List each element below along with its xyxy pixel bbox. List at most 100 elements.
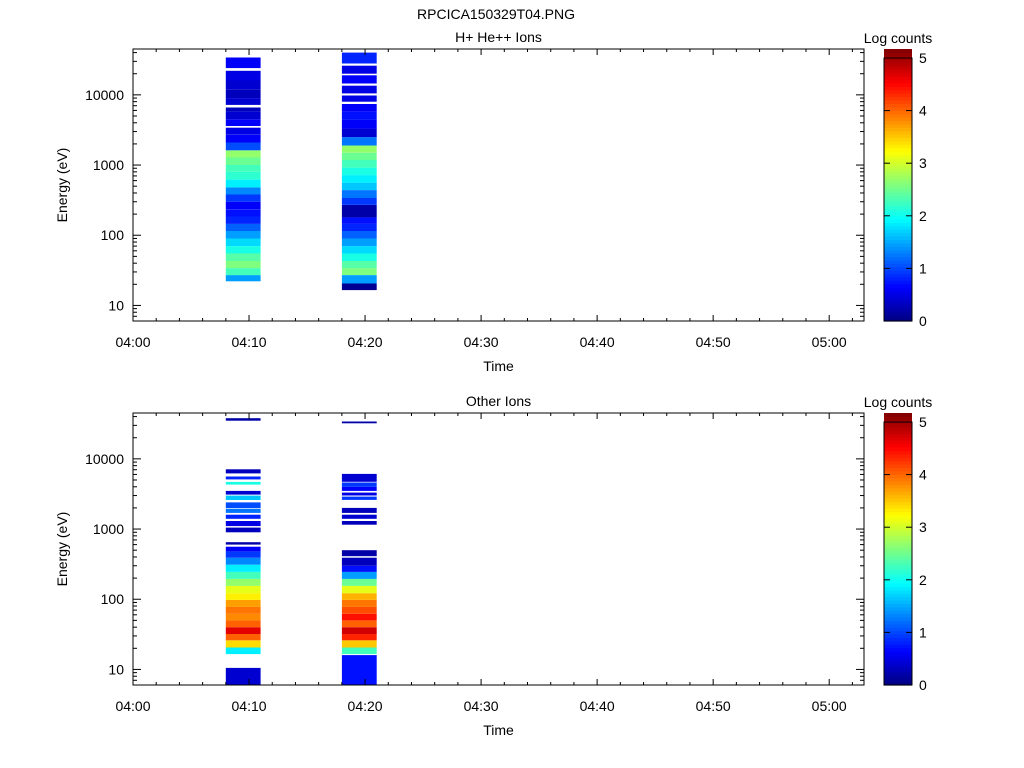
colorbar-segment [884,266,912,271]
colorbar-segment [884,270,912,274]
colorbar-segment [884,661,912,666]
heatmap-cell [225,627,261,634]
heatmap-cell [341,521,377,525]
colorbar-segment [884,147,912,152]
heatmap-cell [341,565,377,572]
colorbar-tick-label: 3 [919,155,927,171]
colorbar-segment [884,440,912,445]
colorbar-segment [884,549,912,553]
colorbar-segment [884,572,912,577]
colorbar-segment [884,307,912,312]
colorbar-segment [884,589,912,594]
x-tick-label: 04:50 [696,334,731,350]
heatmap-cell [225,551,261,558]
colorbar-segment [884,430,912,434]
heatmap-cell [341,482,377,487]
chart-panel-2: 04:00 04:10 04:20 04:30 04:40 04:50 05:0010100… [54,393,932,738]
heatmap-cell [341,223,377,231]
colorbar-segment [884,467,912,472]
heatmap-cell [225,179,261,188]
colorbar-segment [884,249,912,254]
heatmap-cell [225,201,261,210]
colorbar-segment [884,538,912,543]
colorbar-label: Log counts [864,394,933,410]
heatmap-cell [225,70,261,81]
x-tick-label: 05:00 [812,334,847,350]
heatmap-cell [341,65,377,74]
y-axis-label: Energy (eV) [54,148,70,223]
heatmap-cell [225,564,261,572]
heatmap-cell [341,578,377,586]
colorbar-segment [884,168,912,172]
heatmap-cell [341,52,377,64]
colorbar-segment [884,474,912,479]
heatmap-cell [341,634,377,641]
plot-frame [132,48,865,322]
heatmap-cell [225,481,261,485]
colorbar-tick-label: 1 [919,260,927,276]
colorbar-segment [884,542,912,547]
chart-panel-1: 04:00 04:10 04:20 04:30 04:40 04:50 05:0010100… [54,29,932,374]
colorbar-segment [884,134,912,138]
heatmap-cell [341,152,377,160]
colorbar-segment [884,188,912,193]
heatmap-cell [341,599,377,607]
colorbar-segment [884,436,912,441]
x-axis-label: Time [483,722,514,738]
heatmap-cell [341,486,377,491]
heatmap-cell [341,613,377,621]
chart-title: Other Ions [466,393,531,409]
colorbar-tick-label: 2 [919,208,927,224]
x-tick-label: 04:00 [115,334,150,350]
heatmap-cell [341,507,377,513]
heatmap-cell [225,647,261,655]
heatmap-cell [341,85,377,94]
colorbar-segment [884,300,912,305]
heatmap-cells [225,418,377,685]
colorbar-segment [884,593,912,598]
y-tick-label: 10000 [85,87,124,103]
heatmap-cell [341,571,377,579]
colorbar-segment [884,287,912,291]
heatmap-cell [225,613,261,621]
colorbar-segment [884,453,912,458]
colorbar-segment [884,433,912,438]
colorbar-segment [884,66,912,70]
heatmap-cell [341,246,377,254]
heatmap-cell [225,261,261,269]
x-tick-label: 04:50 [696,698,731,714]
heatmap-cell [225,514,261,519]
heatmap-cell [341,217,377,224]
colorbar-segment [884,212,912,217]
heatmap-cell [225,476,261,480]
colorbar-segment [884,674,912,679]
heatmap-cell [341,167,377,176]
colorbar-segment [884,310,912,315]
heatmap-cell [341,238,377,247]
heatmap-cell [225,508,261,513]
heatmap-cell [225,119,261,126]
heatmap-cell [341,175,377,183]
heatmap-cells [225,52,377,291]
heatmap-cell [225,557,261,565]
colorbar-tick-label: 2 [919,572,927,588]
heatmap-cell [225,578,261,586]
x-tick-label: 04:30 [464,334,499,350]
colorbar-segment [884,664,912,669]
colorbar-segment [884,450,912,455]
heatmap-cell [341,585,377,594]
colorbar-segment [884,117,912,121]
colorbar-segment [884,532,912,536]
heatmap-cell [225,150,261,158]
colorbar-segment [884,171,912,176]
colorbar-segment [884,256,912,261]
heatmap-cell [341,627,377,634]
x-tick-label: 04:40 [580,698,615,714]
heatmap-cell [225,599,261,607]
heatmap-cell [341,492,377,496]
heatmap-cell [225,98,261,105]
heatmap-cell [341,421,377,424]
y-tick-label: 10 [108,661,124,677]
heatmap-cell [225,253,261,261]
